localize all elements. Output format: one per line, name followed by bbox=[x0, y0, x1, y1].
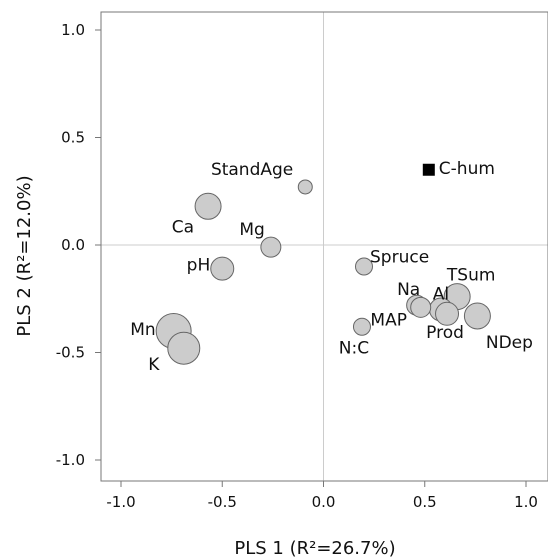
y-tick-label: -1.0 bbox=[56, 451, 85, 469]
point-ph bbox=[210, 256, 235, 281]
label-na: Na bbox=[397, 280, 420, 300]
y-axis-ticks: 1.0 0.5 0.0 -0.5 -1.0 bbox=[56, 21, 101, 469]
point-prod bbox=[435, 301, 460, 326]
plot-frame bbox=[100, 11, 548, 482]
label-ca: Ca bbox=[172, 217, 194, 237]
point-ca bbox=[194, 192, 222, 220]
y-tick-label: 0.5 bbox=[61, 129, 85, 147]
y-tick-label: -0.5 bbox=[56, 344, 85, 362]
label-map: MAP bbox=[370, 310, 407, 330]
point-n-c bbox=[352, 317, 371, 336]
x-tick-label: 0.5 bbox=[413, 493, 437, 511]
label-mn: Mn bbox=[130, 320, 155, 340]
x-tick-label: -1.0 bbox=[106, 493, 135, 511]
data-points bbox=[155, 163, 491, 365]
point-labels: C-hum StandAge Ca Mg pH Spruce Na MAP Al Prod TSum… bbox=[130, 159, 533, 375]
label-al: Al bbox=[433, 285, 449, 305]
label-k: K bbox=[148, 355, 160, 375]
label-tsum: TSum bbox=[446, 266, 496, 286]
point-ndep bbox=[463, 302, 491, 330]
x-tick-label: 0.0 bbox=[312, 493, 336, 511]
point-standage bbox=[297, 179, 313, 195]
y-tick-label: 1.0 bbox=[61, 21, 85, 39]
point-k bbox=[167, 331, 201, 365]
label-spruce: Spruce bbox=[370, 248, 429, 268]
label-standage: StandAge bbox=[211, 160, 293, 180]
x-tick-label: 1.0 bbox=[514, 493, 538, 511]
reference-lines bbox=[101, 12, 548, 481]
label-prod: Prod bbox=[426, 323, 464, 343]
point-mg bbox=[260, 236, 282, 258]
label-mg: Mg bbox=[239, 220, 264, 240]
x-tick-label: -0.5 bbox=[208, 493, 237, 511]
point-c-hum bbox=[422, 163, 435, 176]
point-map bbox=[410, 296, 432, 318]
label-n-c: N:C bbox=[339, 339, 369, 359]
label-c-hum: C-hum bbox=[439, 159, 495, 179]
y-tick-label: 0.0 bbox=[61, 236, 85, 254]
point-spruce bbox=[355, 257, 373, 276]
x-axis-title: PLS 1 (R²=26.7%) bbox=[234, 538, 395, 558]
label-ph: pH bbox=[187, 256, 211, 276]
x-axis-ticks: -1.0 -0.5 0.0 0.5 1.0 bbox=[106, 481, 538, 511]
y-axis-title: PLS 2 (R²=12.0%) bbox=[14, 175, 35, 336]
label-ndep: NDep bbox=[486, 333, 533, 353]
